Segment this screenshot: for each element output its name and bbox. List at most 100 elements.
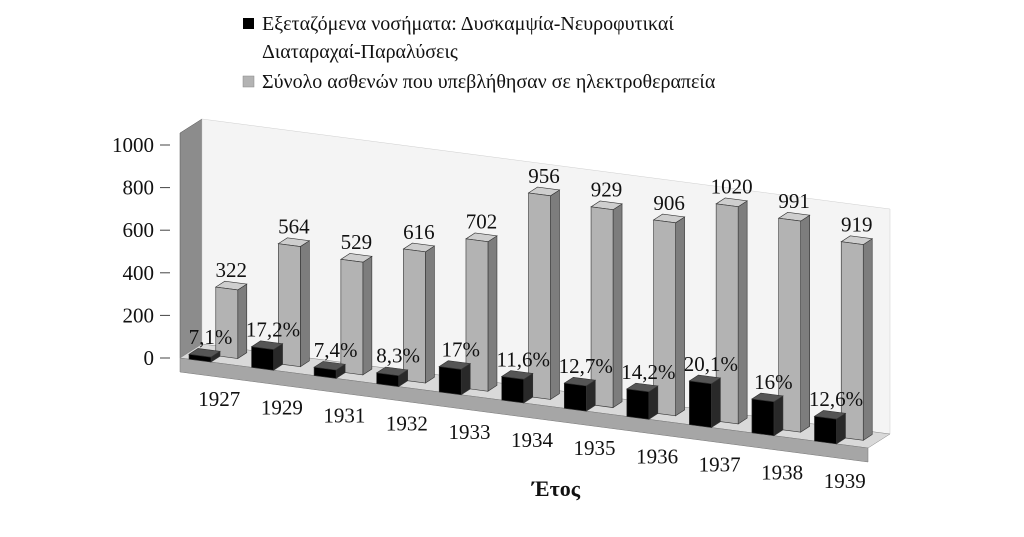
y-tick-label: 800	[123, 176, 155, 200]
bar-examined-front	[626, 388, 650, 420]
bar-total	[402, 242, 436, 384]
data-label-total: 564	[278, 215, 310, 239]
bar-examined	[188, 348, 221, 363]
data-label-total: 616	[403, 220, 435, 244]
bar-total	[340, 253, 373, 376]
bar-total-front	[278, 243, 301, 368]
bar-examined	[751, 392, 784, 437]
data-label-total: 322	[216, 258, 248, 282]
bar-examined	[688, 374, 722, 429]
x-tick-label: 1934	[511, 428, 554, 452]
legend-label-examined: Εξεταζόμενα νοσήματα: Δυσκαμψία-Νευροφυτ…	[262, 13, 674, 35]
x-tick-label: 1927	[198, 387, 240, 411]
y-tick-label: 1000	[112, 133, 154, 157]
legend-swatch-examined	[243, 18, 254, 29]
y-tick-label: 400	[123, 261, 155, 285]
bar-total-front	[465, 238, 489, 392]
bar-examined-front	[188, 353, 212, 363]
data-label-examined: 14,2%	[621, 360, 675, 384]
bar-examined	[813, 410, 847, 445]
data-label-examined: 7,1%	[189, 325, 233, 349]
bar-total-front	[340, 258, 364, 376]
bar-total-front	[653, 219, 676, 417]
data-label-total: 529	[341, 230, 373, 254]
bar-examined	[563, 376, 597, 412]
data-label-examined: 17%	[441, 337, 480, 361]
data-label-examined: 20,1%	[684, 352, 738, 376]
bar-total-front	[590, 206, 614, 408]
data-labels: 322 7,1% 564 17,2% 529 7,4% 616 8,3% 702 17% 956 11…	[189, 164, 873, 411]
bar-examined-front	[689, 380, 712, 428]
bar-total-side	[675, 216, 685, 417]
bar-total-front	[215, 286, 239, 359]
bar-examined-side	[711, 377, 721, 429]
bar-examined-front	[376, 372, 399, 387]
bar-examined-front	[751, 398, 775, 437]
bar-total	[590, 200, 623, 409]
data-label-total: 1020	[711, 175, 753, 199]
bar-examined	[375, 366, 409, 388]
legend: Εξεταζόμενα νοσήματα: Δυσκαμψία-Νευροφυτ…	[242, 13, 716, 93]
x-axis: 1927 1929 1931 1932 1933 1934 1935 1936 1937 1938…	[198, 387, 865, 501]
bar-total-side	[425, 245, 435, 384]
data-label-total: 906	[653, 191, 685, 215]
bar-total-front	[840, 241, 864, 441]
data-label-total: 991	[778, 189, 810, 213]
bar-examined	[500, 370, 534, 404]
y-axis: 0 200 400 600 800 1000	[112, 133, 170, 370]
bar-total-side	[737, 200, 748, 425]
bar-total	[277, 237, 311, 368]
bar-total-front	[403, 248, 426, 384]
bar-total	[715, 197, 748, 425]
bar-examined-front	[313, 366, 337, 379]
bar-total	[527, 186, 561, 400]
data-label-total: 919	[841, 213, 873, 237]
legend-swatch-total	[242, 75, 255, 88]
bar-total-front	[528, 192, 551, 400]
bar-total-side	[362, 255, 373, 376]
x-tick-label: 1936	[636, 444, 678, 468]
bars	[188, 186, 874, 445]
data-label-examined: 17,2%	[246, 318, 300, 342]
bar-examined	[438, 360, 472, 396]
bar-examined	[313, 361, 346, 379]
bar-examined-front	[438, 366, 462, 396]
legend-label-total: Σύνολο ασθενών που υπεβλήθησαν σε ηλεκτρ…	[262, 71, 716, 93]
bar-examined-front	[563, 382, 587, 412]
data-label-examined: 12,6%	[809, 387, 863, 411]
bar-total-side	[300, 240, 310, 368]
bar-examined	[625, 382, 659, 420]
bar-total-front	[778, 217, 801, 433]
y-tick-label: 200	[123, 303, 155, 327]
data-label-total: 956	[528, 164, 560, 188]
bar-total-side	[862, 238, 873, 441]
x-tick-label: 1937	[699, 453, 741, 477]
legend-label-examined-line2: Διαταραχαί-Παραλύσεις	[262, 41, 458, 63]
x-tick-label: 1931	[323, 403, 365, 427]
x-tick-label: 1933	[448, 420, 490, 444]
data-label-examined: 11,6%	[497, 347, 550, 371]
x-tick-label: 1939	[824, 469, 866, 493]
bar-total	[652, 213, 686, 417]
bar-total	[777, 212, 811, 433]
bar-examined	[250, 340, 284, 371]
x-tick-label: 1929	[261, 395, 303, 419]
x-tick-label: 1932	[386, 412, 428, 436]
bar-total	[465, 232, 498, 392]
data-label-examined: 16%	[754, 370, 793, 394]
data-label-examined: 12,7%	[559, 354, 613, 378]
x-axis-title: Έτος	[531, 476, 581, 501]
bar-examined-front	[814, 415, 837, 445]
x-tick-label: 1938	[761, 461, 803, 485]
data-label-examined: 8,3%	[376, 344, 420, 368]
data-label-total: 702	[466, 210, 498, 234]
bar-examined-side	[773, 395, 784, 437]
bar-total-front	[715, 203, 739, 425]
x-tick-label: 1935	[574, 436, 616, 460]
bar-examined-front	[501, 376, 525, 404]
bar-examined-front	[251, 346, 274, 371]
y-tick-label: 600	[123, 218, 155, 242]
data-label-examined: 7,4%	[314, 338, 358, 362]
